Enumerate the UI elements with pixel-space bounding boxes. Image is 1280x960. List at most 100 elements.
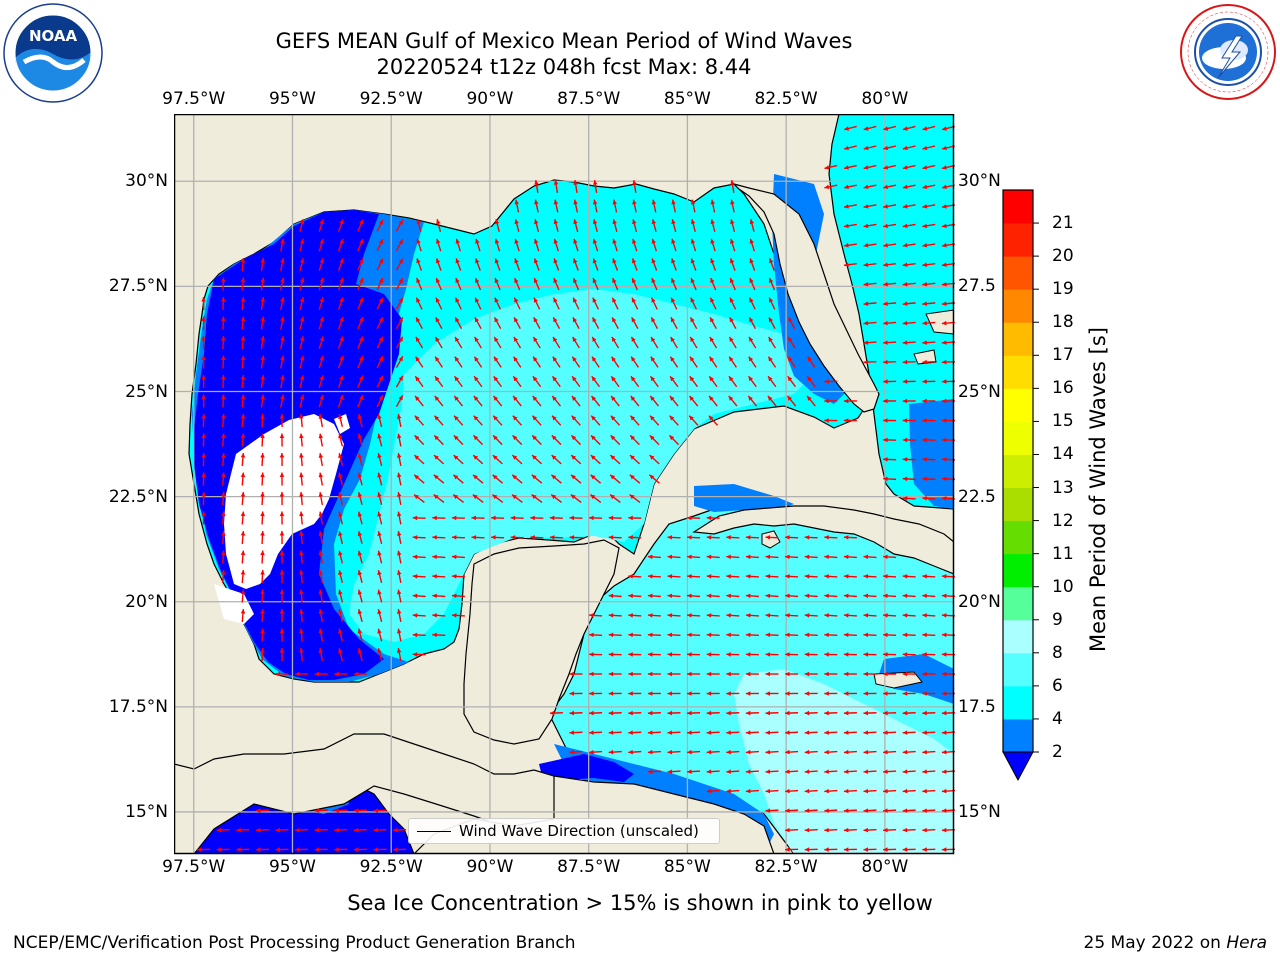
wave-direction-arrow bbox=[318, 258, 324, 271]
wave-direction-arrow bbox=[357, 355, 364, 369]
wave-direction-arrow bbox=[318, 238, 324, 252]
wave-direction-arrow bbox=[863, 671, 877, 677]
wave-direction-arrow bbox=[377, 492, 383, 505]
wave-direction-arrow bbox=[628, 652, 642, 657]
wave-direction-arrow bbox=[569, 710, 583, 716]
wave-direction-arrow bbox=[512, 395, 522, 407]
wave-direction-arrow bbox=[630, 356, 639, 368]
wave-direction-arrow bbox=[608, 730, 622, 735]
wave-direction-arrow bbox=[785, 847, 799, 852]
wave-direction-arrow bbox=[941, 145, 955, 151]
wave-direction-arrow bbox=[393, 847, 407, 852]
wave-direction-arrow bbox=[687, 769, 701, 774]
wave-direction-arrow bbox=[240, 277, 246, 291]
wave-direction-arrow bbox=[491, 515, 505, 521]
wave-direction-arrow bbox=[669, 356, 679, 368]
wave-direction-arrow bbox=[688, 415, 699, 426]
wave-direction-arrow bbox=[474, 297, 482, 310]
wave-direction-arrow bbox=[667, 710, 681, 716]
wave-direction-arrow bbox=[240, 316, 246, 330]
wave-direction-arrow bbox=[902, 847, 916, 852]
wave-direction-arrow bbox=[941, 710, 955, 716]
wave-direction-arrow bbox=[804, 613, 818, 618]
wave-direction-arrow bbox=[412, 515, 426, 521]
wave-direction-arrow bbox=[902, 301, 916, 306]
wave-direction-arrow bbox=[941, 691, 955, 696]
wave-direction-arrow bbox=[395, 297, 404, 310]
wave-direction-arrow bbox=[452, 474, 464, 484]
wave-direction-arrow bbox=[221, 335, 226, 350]
wave-direction-arrow bbox=[628, 574, 642, 579]
wave-direction-arrow bbox=[632, 238, 638, 252]
wave-direction-arrow bbox=[843, 652, 857, 657]
wave-direction-arrow bbox=[338, 589, 344, 603]
wave-direction-arrow bbox=[553, 199, 559, 213]
wave-direction-arrow bbox=[511, 494, 523, 503]
wave-direction-arrow bbox=[474, 316, 482, 330]
wave-direction-arrow bbox=[609, 494, 621, 503]
wave-direction-arrow bbox=[941, 847, 955, 852]
wave-direction-arrow bbox=[454, 316, 463, 330]
wave-direction-arrow bbox=[376, 375, 384, 388]
wave-direction-arrow bbox=[255, 847, 269, 852]
wave-direction-arrow bbox=[628, 535, 642, 540]
wave-direction-arrow bbox=[804, 632, 818, 638]
wave-direction-arrow bbox=[432, 554, 446, 560]
wave-direction-arrow bbox=[941, 320, 955, 326]
wave-direction-arrow bbox=[765, 749, 779, 755]
wave-direction-arrow bbox=[260, 296, 265, 311]
wave-direction-arrow bbox=[337, 258, 344, 271]
wave-direction-arrow bbox=[687, 554, 701, 560]
wave-direction-arrow bbox=[922, 574, 936, 579]
wave-direction-arrow bbox=[629, 494, 641, 503]
wave-direction-arrow bbox=[883, 243, 897, 248]
wave-direction-arrow bbox=[550, 474, 562, 484]
wave-direction-arrow bbox=[534, 219, 540, 232]
wave-direction-arrow bbox=[494, 277, 501, 291]
wave-direction-arrow bbox=[667, 593, 681, 599]
wave-direction-arrow bbox=[572, 277, 580, 291]
wave-direction-arrow bbox=[806, 375, 816, 388]
wave-direction-arrow bbox=[260, 316, 265, 330]
wave-direction-arrow bbox=[338, 492, 344, 505]
wave-direction-arrow bbox=[902, 710, 916, 716]
wave-direction-arrow bbox=[747, 395, 758, 407]
wave-direction-arrow bbox=[687, 632, 701, 638]
wave-direction-arrow bbox=[863, 691, 877, 696]
nws-logo-icon bbox=[1180, 4, 1276, 100]
wave-direction-arrow bbox=[201, 433, 206, 447]
wave-direction-arrow bbox=[824, 184, 838, 190]
wave-direction-arrow bbox=[726, 574, 740, 579]
wave-direction-arrow bbox=[513, 336, 522, 349]
wave-direction-arrow bbox=[902, 691, 916, 696]
wave-direction-arrow bbox=[201, 472, 206, 486]
wave-direction-arrow bbox=[590, 415, 601, 426]
wave-direction-arrow bbox=[492, 395, 503, 407]
wave-direction-arrow bbox=[474, 277, 482, 291]
wave-direction-arrow bbox=[941, 827, 955, 833]
wave-direction-arrow bbox=[863, 652, 877, 657]
wave-direction-arrow bbox=[608, 671, 622, 677]
wave-direction-arrow bbox=[318, 589, 324, 603]
wave-direction-arrow bbox=[883, 652, 897, 657]
wave-direction-arrow bbox=[553, 219, 559, 232]
wave-direction-arrow bbox=[260, 628, 265, 642]
wave-direction-arrow bbox=[569, 691, 583, 696]
wave-direction-arrow bbox=[275, 847, 289, 852]
wave-direction-arrow bbox=[902, 808, 916, 813]
wave-direction-arrow bbox=[514, 199, 520, 213]
wave-direction-arrow bbox=[513, 316, 521, 330]
wave-direction-arrow bbox=[883, 749, 897, 755]
wave-direction-arrow bbox=[728, 336, 737, 349]
wave-direction-arrow bbox=[667, 652, 681, 657]
wave-direction-arrow bbox=[941, 262, 955, 268]
wave-direction-arrow bbox=[843, 398, 857, 404]
wave-direction-arrow bbox=[649, 454, 660, 465]
wave-direction-arrow bbox=[706, 730, 720, 735]
wave-direction-arrow bbox=[941, 398, 955, 404]
wave-direction-arrow bbox=[436, 238, 442, 252]
wave-direction-arrow bbox=[883, 281, 897, 287]
wave-direction-arrow bbox=[415, 297, 423, 310]
wave-direction-arrow bbox=[785, 632, 799, 638]
lat-tick-label: 17.5°N bbox=[108, 696, 168, 717]
